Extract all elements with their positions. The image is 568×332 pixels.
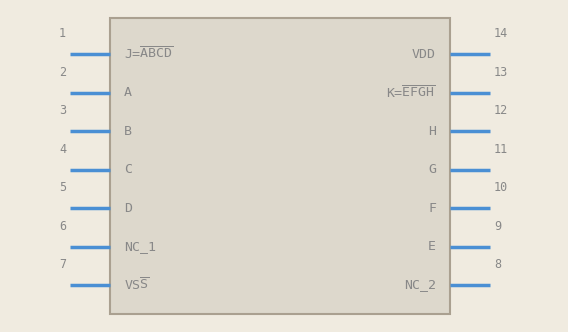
Text: 4: 4 <box>59 142 66 156</box>
Text: 3: 3 <box>59 104 66 117</box>
Text: 1: 1 <box>59 27 66 40</box>
Text: VS$\overline{\mathregular{S}}$: VS$\overline{\mathregular{S}}$ <box>124 277 150 293</box>
Text: A: A <box>124 86 132 99</box>
Text: E: E <box>428 240 436 253</box>
Text: 9: 9 <box>494 219 501 232</box>
Text: NC_1: NC_1 <box>124 240 156 253</box>
Text: C: C <box>124 163 132 176</box>
Text: 5: 5 <box>59 181 66 194</box>
Text: 7: 7 <box>59 258 66 271</box>
Text: 11: 11 <box>494 142 508 156</box>
Text: 6: 6 <box>59 219 66 232</box>
Text: VDD: VDD <box>412 47 436 61</box>
Text: G: G <box>428 163 436 176</box>
Text: B: B <box>124 124 132 137</box>
Text: 13: 13 <box>494 66 508 79</box>
Text: D: D <box>124 202 132 214</box>
Text: 8: 8 <box>494 258 501 271</box>
Text: H: H <box>428 124 436 137</box>
Text: NC_2: NC_2 <box>404 279 436 291</box>
Text: J=$\overline{\mathregular{ABCD}}$: J=$\overline{\mathregular{ABCD}}$ <box>124 46 174 62</box>
Text: K=$\overline{\mathregular{EFGH}}$: K=$\overline{\mathregular{EFGH}}$ <box>386 84 436 101</box>
Bar <box>110 18 450 314</box>
Text: 10: 10 <box>494 181 508 194</box>
Text: F: F <box>428 202 436 214</box>
Text: 2: 2 <box>59 66 66 79</box>
Text: 14: 14 <box>494 27 508 40</box>
Text: 12: 12 <box>494 104 508 117</box>
